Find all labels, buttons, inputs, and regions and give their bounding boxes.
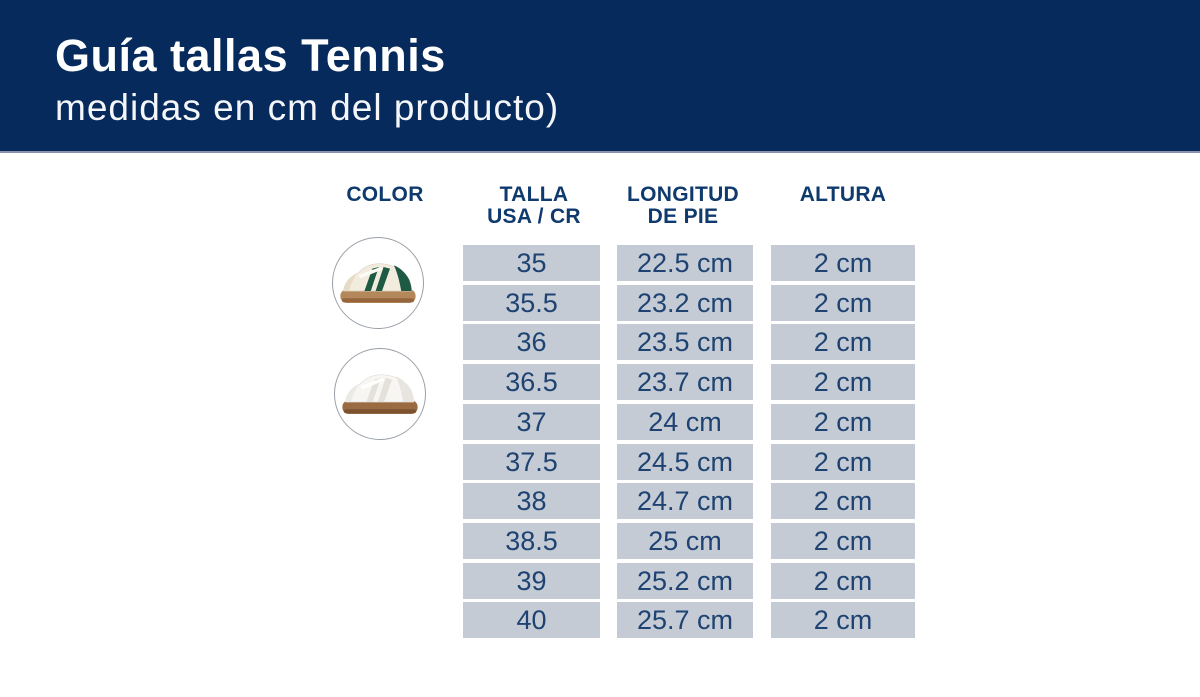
cell-talla: 36.5 [463, 364, 600, 400]
cell-talla: 39 [463, 563, 600, 599]
cell-talla: 37.5 [463, 444, 600, 480]
cell-altura: 2 cm [771, 364, 915, 400]
cell-altura: 2 cm [771, 245, 915, 281]
cell-longitud: 25.2 cm [617, 563, 753, 599]
cell-altura: 2 cm [771, 602, 915, 638]
cell-longitud: 23.2 cm [617, 285, 753, 321]
column-header-label: LONGITUD [626, 183, 740, 206]
cell-talla: 36 [463, 324, 600, 360]
cell-altura: 2 cm [771, 324, 915, 360]
cell-talla: 38 [463, 483, 600, 519]
cell-longitud: 25 cm [617, 523, 753, 559]
cell-altura: 2 cm [771, 285, 915, 321]
header-banner: Guía tallas Tennis medidas en cm del pro… [0, 0, 1200, 153]
shoe-swatch-white-green [332, 237, 424, 329]
cell-talla: 38.5 [463, 523, 600, 559]
sneaker-white-icon [342, 374, 418, 414]
cell-longitud: 25.7 cm [617, 602, 753, 638]
cell-talla: 37 [463, 404, 600, 440]
column-header-label: COLOR [346, 183, 424, 206]
cell-talla: 40 [463, 602, 600, 638]
page-subtitle: medidas en cm del producto) [55, 87, 560, 128]
cell-longitud: 23.7 cm [617, 364, 753, 400]
column-header-label: ALTURA [799, 183, 887, 206]
cell-longitud: 24 cm [617, 404, 753, 440]
column-header-label: TALLA [499, 183, 569, 206]
cell-altura: 2 cm [771, 404, 915, 440]
column-header-talla: TALLA USA / CR [461, 184, 607, 228]
cell-longitud: 24.7 cm [617, 483, 753, 519]
cell-altura: 2 cm [771, 523, 915, 559]
cell-talla: 35.5 [463, 285, 600, 321]
column-header-altura: ALTURA [773, 184, 913, 206]
cell-altura: 2 cm [771, 444, 915, 480]
cell-longitud: 23.5 cm [617, 324, 753, 360]
column-header-label2: DE PIE [647, 205, 719, 228]
column-header-color: COLOR [325, 184, 445, 206]
cell-longitud: 22.5 cm [617, 245, 753, 281]
cell-altura: 2 cm [771, 483, 915, 519]
sneaker-white-green-icon [340, 263, 416, 303]
page-title: Guía tallas Tennis [55, 30, 446, 81]
shoe-swatch-white [334, 348, 426, 440]
cell-altura: 2 cm [771, 563, 915, 599]
cell-talla: 35 [463, 245, 600, 281]
column-header-label2: USA / CR [487, 205, 581, 228]
cell-longitud: 24.5 cm [617, 444, 753, 480]
column-header-longitud: LONGITUD DE PIE [613, 184, 753, 228]
